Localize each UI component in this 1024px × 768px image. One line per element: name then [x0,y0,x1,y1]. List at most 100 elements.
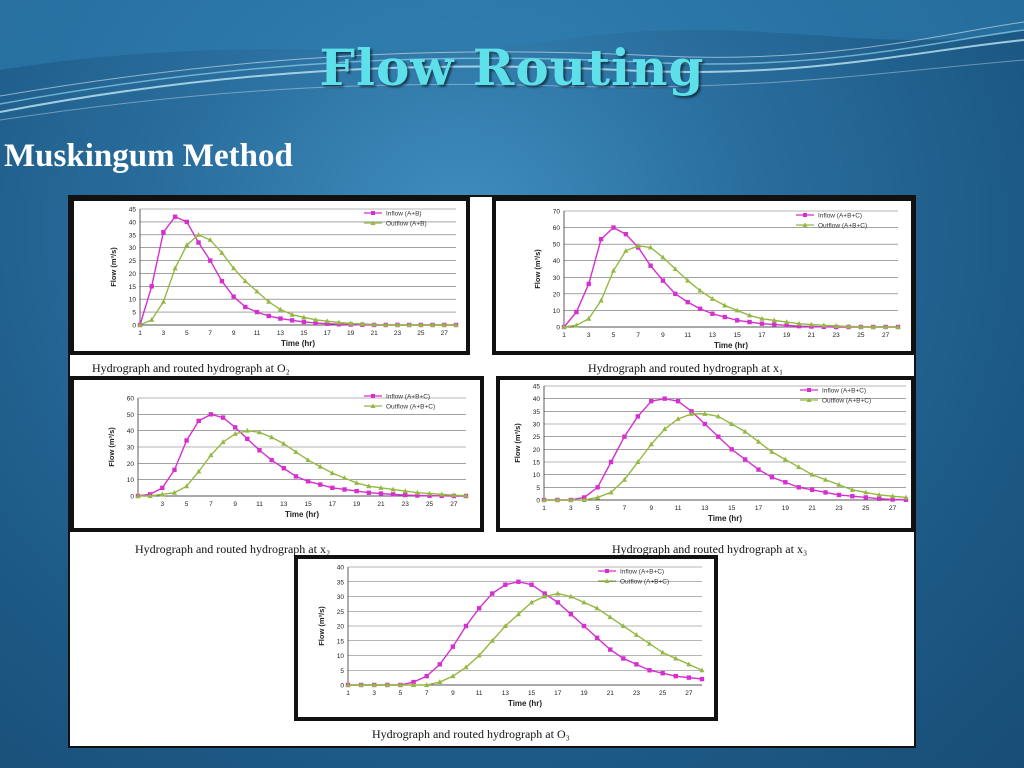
inflow-point [243,304,248,310]
y-tick-label: 45 [129,207,137,214]
y-axis-label: Flow (m³/s) [109,247,118,287]
x-tick-label: 11 [254,330,261,337]
inflow-point [581,623,587,629]
outflow-point [784,319,790,325]
x-tick-label: 1 [542,505,546,512]
inflow-point [647,668,652,673]
outflow-point [383,321,389,327]
y-axis-label: Flow (m³/s) [513,423,522,463]
outflow-point [809,471,815,477]
x-tick-label: 15 [734,332,742,339]
inflow-point [836,492,842,498]
legend-marker [807,388,811,392]
y-tick-label: 20 [127,461,135,468]
outflow-line [544,413,907,501]
inflow-point [411,679,416,685]
outflow-point [502,623,508,628]
outflow-line [563,245,898,328]
outflow-point [620,623,626,628]
outflow-point [324,318,330,324]
x-axis-label: Time (hr) [708,514,742,523]
x-tick-label: 7 [623,505,627,512]
outflow-point [542,593,548,599]
y-tick-label: 30 [553,275,561,282]
x-tick-label: 15 [728,505,736,512]
outflow-point [621,476,628,482]
x-tick-label: 23 [402,501,410,508]
inflow-point [503,582,508,587]
inflow-point [747,319,752,325]
y-tick-label: 60 [553,225,561,232]
y-tick-label: 10 [129,297,137,304]
outflow-point [397,682,404,687]
chart-panel-o2: 0 5 10 15 20 25 30 35 40 45 1 3 5 7 9 11 13 15 17 19 21 23 25 2… [70,197,470,355]
outflow-point [833,323,839,329]
x-tick-label: 17 [755,505,763,512]
outflow-point [685,277,691,283]
inflow-point [245,436,250,442]
outflow-point [697,287,703,293]
x-tick-label: 7 [209,501,213,508]
inflow-point [542,591,547,596]
inflow-point [850,494,855,499]
x-tick-label: 11 [675,505,682,512]
y-tick-label: 30 [337,594,345,601]
x-axis-label: Time (hr) [714,341,748,350]
inflow-point [702,421,708,427]
inflow-point [621,656,626,661]
inflow-point [595,485,600,490]
inflow-point [219,278,225,284]
outflow-point [371,321,377,327]
outflow-point [231,265,237,271]
outflow-point [293,449,299,454]
y-tick-label: 40 [129,219,137,226]
outflow-point [607,614,613,620]
inflow-point [378,491,384,496]
inflow-point [516,579,521,584]
inflow-line [544,397,907,501]
outflow-point [406,322,412,327]
inflow-point [823,490,828,495]
x-tick-label: 9 [661,332,665,339]
x-tick-label: 27 [882,332,890,339]
outflow-point [895,324,901,329]
inflow-point [759,321,765,326]
hydrograph-chart-x2: 0 10 20 30 40 50 60 3 5 7 9 11 13 15 17 19 21 23 25 27 Time … [107,394,469,519]
inflow-point [742,457,748,462]
x-tick-label: 25 [426,501,434,508]
inflow-point [673,291,678,297]
outflow-point [426,490,433,496]
inflow-point [685,299,690,305]
outflow-point [541,497,547,502]
x-tick-label: 21 [809,505,817,512]
x-tick-label: 17 [324,330,332,337]
y-tick-label: 45 [533,384,541,391]
outflow-point [709,296,716,301]
y-tick-label: 50 [553,242,561,249]
y-tick-label: 5 [132,310,136,317]
inflow-point [160,485,165,491]
legend-marker [802,222,808,227]
inflow-point [675,399,681,404]
outflow-point [424,682,430,687]
outflow-point [345,682,351,687]
outflow-point [662,426,668,432]
inflow-point [622,434,627,439]
outflow-line [348,592,703,686]
outflow-point [394,322,401,327]
x-tick-label: 19 [580,690,588,697]
x-tick-label: 13 [701,505,709,512]
inflow-point [716,434,721,439]
x-tick-label: 15 [304,501,312,508]
x-tick-label: 27 [889,505,897,512]
x-tick-label: 5 [185,501,189,508]
legend-marker [370,403,376,408]
inflow-point [697,306,703,311]
y-tick-label: 20 [533,447,541,454]
x-tick-label: 5 [596,505,600,512]
outflow-point [171,489,178,495]
outflow-point [242,278,248,284]
outflow-point [561,324,567,329]
outflow-point [429,322,436,327]
outflow-point [437,679,443,685]
